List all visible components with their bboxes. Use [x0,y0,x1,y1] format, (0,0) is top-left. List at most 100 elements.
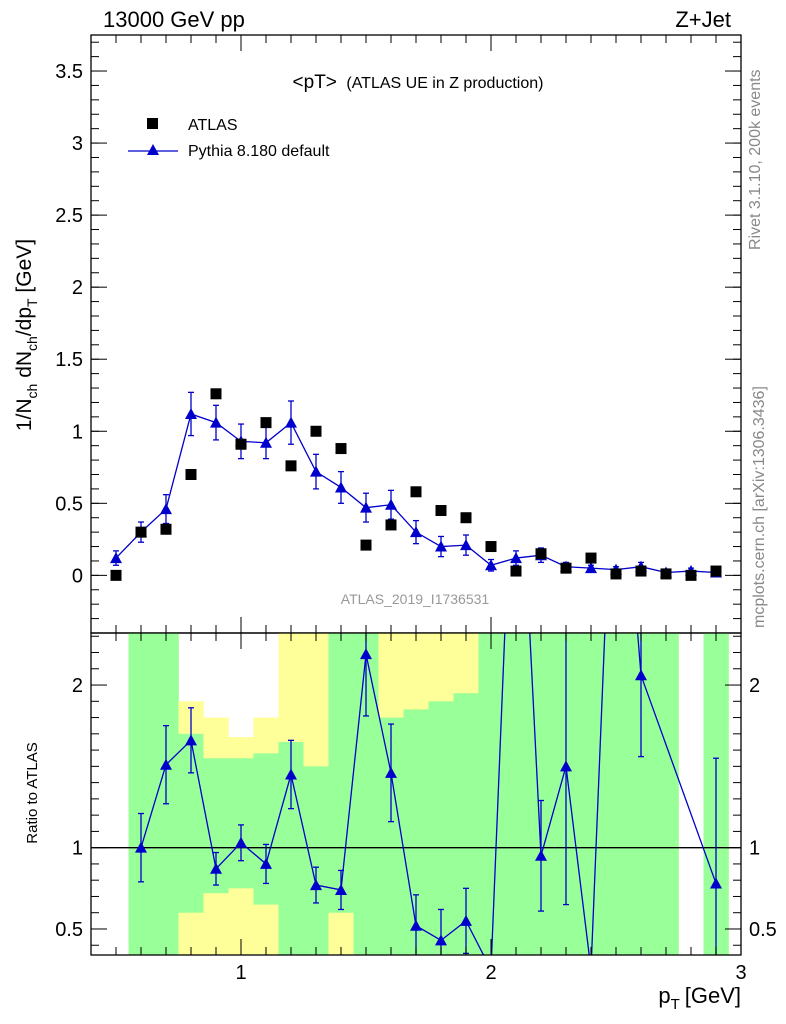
pythia-point [260,436,272,448]
ratio-point [710,877,722,889]
pythia-point [410,526,422,538]
analysis-id: ATLAS_2019_I1736531 [341,591,490,607]
main-axis-ticks: 0 0.5 1 1.5 2 2.5 3 3.5 [55,35,741,633]
atlas-point [510,565,522,577]
inner-band-bin [653,633,679,955]
x-tick-label: 1 [235,962,246,984]
pythia-point [435,540,447,552]
inner-band-bin [578,633,604,955]
pythia-point [310,465,322,477]
main-title-text: <pT> [293,72,337,93]
ratio-point [210,862,222,874]
ratio-point [335,883,347,895]
ratio-point [360,648,372,660]
legend-atlas-marker [147,118,158,129]
main-y-axis-label: 1/Nch dNch/dpT [GeV] [13,239,40,431]
y-tick-label: 1.5 [55,349,83,371]
atlas-point [335,443,347,455]
ratio-axis-ticks: 0.5 0.5 1 1 2 2 1 2 3 [55,633,777,984]
atlas-point [435,505,447,517]
legend-atlas-label: ATLAS [188,117,238,134]
atlas-point [635,565,647,577]
pythia-point [460,539,472,551]
y-tick-label: 2.5 [55,205,83,227]
pythia-point [210,416,222,428]
atlas-point [460,512,472,524]
atlas-point [485,541,497,553]
ratio-point [135,841,147,853]
pythia-point [360,501,372,513]
atlas-point [235,438,247,450]
atlas-point [285,460,297,472]
pythia-point [485,559,497,571]
ratio-plot-area [91,354,741,975]
pythia-point [335,481,347,493]
ratio-point [260,857,272,869]
ratio-point [385,766,397,778]
atlas-point [585,552,597,564]
ratio-point [435,934,447,946]
y-tick-label: 2 [72,277,83,299]
y-tick-label: 0.5 [55,493,83,515]
pythia-point [285,416,297,428]
atlas-point [135,526,147,538]
inner-band-bin [603,633,629,955]
ratio-point [535,849,547,861]
y-tick-label: 2 [72,675,83,697]
atlas-point [210,388,222,400]
pythia-point [185,407,197,419]
ratio-point [310,879,322,891]
pythia-point [110,552,122,564]
main-title: <pT> (ATLAS UE in Z production) [293,72,544,93]
x-tick-label: 3 [735,962,746,984]
ratio-point [235,836,247,848]
x-axis-label: pT [GeV] [658,983,741,1013]
ratio-point [635,669,647,681]
ratio-panel: 0.5 0.5 1 1 2 2 1 2 3 Ratio to ATLAS [24,354,777,984]
atlas-point [710,565,722,577]
atlas-point [360,539,372,551]
ratio-point [285,768,297,780]
mcplots-label: mcplots.cern.ch [arXiv:1306.3436] [751,386,768,628]
y-tick-label: 1 [72,838,83,860]
y-tick-label-right: 1 [749,838,760,860]
ratio-line [140,633,717,955]
atlas-point [535,548,547,560]
uncertainty-bands [128,633,729,955]
atlas-point [385,519,397,531]
inner-band-bin [478,633,504,955]
energy-label: 13000 GeV pp [103,7,245,32]
ratio-point [610,354,622,365]
atlas-point [110,569,122,581]
main-panel: 0 0.5 1 1.5 2 2.5 3 3.5 <pT> (ATLAS UE in Z pro… [13,34,742,634]
ratio-point [410,919,422,931]
legend: ATLAS Pythia 8.180 default [128,117,330,160]
rivet-label: Rivet 3.1.10, 200k events [747,69,764,250]
atlas-point [560,562,572,574]
y-tick-label: 0 [72,565,83,587]
ratio-point [560,760,572,772]
ratio-point [585,964,597,975]
main-plot-area [110,388,722,581]
inner-band-bin [128,633,154,955]
ratio-point [185,734,197,746]
main-subtitle-text: (ATLAS UE in Z production) [346,75,543,92]
x-tick-label: 2 [485,962,496,984]
y-tick-label: 1 [72,421,83,443]
ratio-point [160,758,172,770]
inner-band-bin [328,633,354,913]
ratio-point [510,354,522,365]
atlas-point [160,523,172,535]
legend-pythia-label: Pythia 8.180 default [188,143,330,160]
atlas-point [185,468,197,480]
inner-band-bin [503,633,529,955]
ratio-y-axis-label: Ratio to ATLAS [24,742,41,843]
pythia-point [385,498,397,510]
atlas-point [310,425,322,437]
pythia-point [160,503,172,515]
y-tick-label: 0.5 [55,919,83,941]
inner-band-bin [303,766,329,955]
y-tick-label-right: 2 [749,675,760,697]
legend-pythia-marker [147,144,159,155]
